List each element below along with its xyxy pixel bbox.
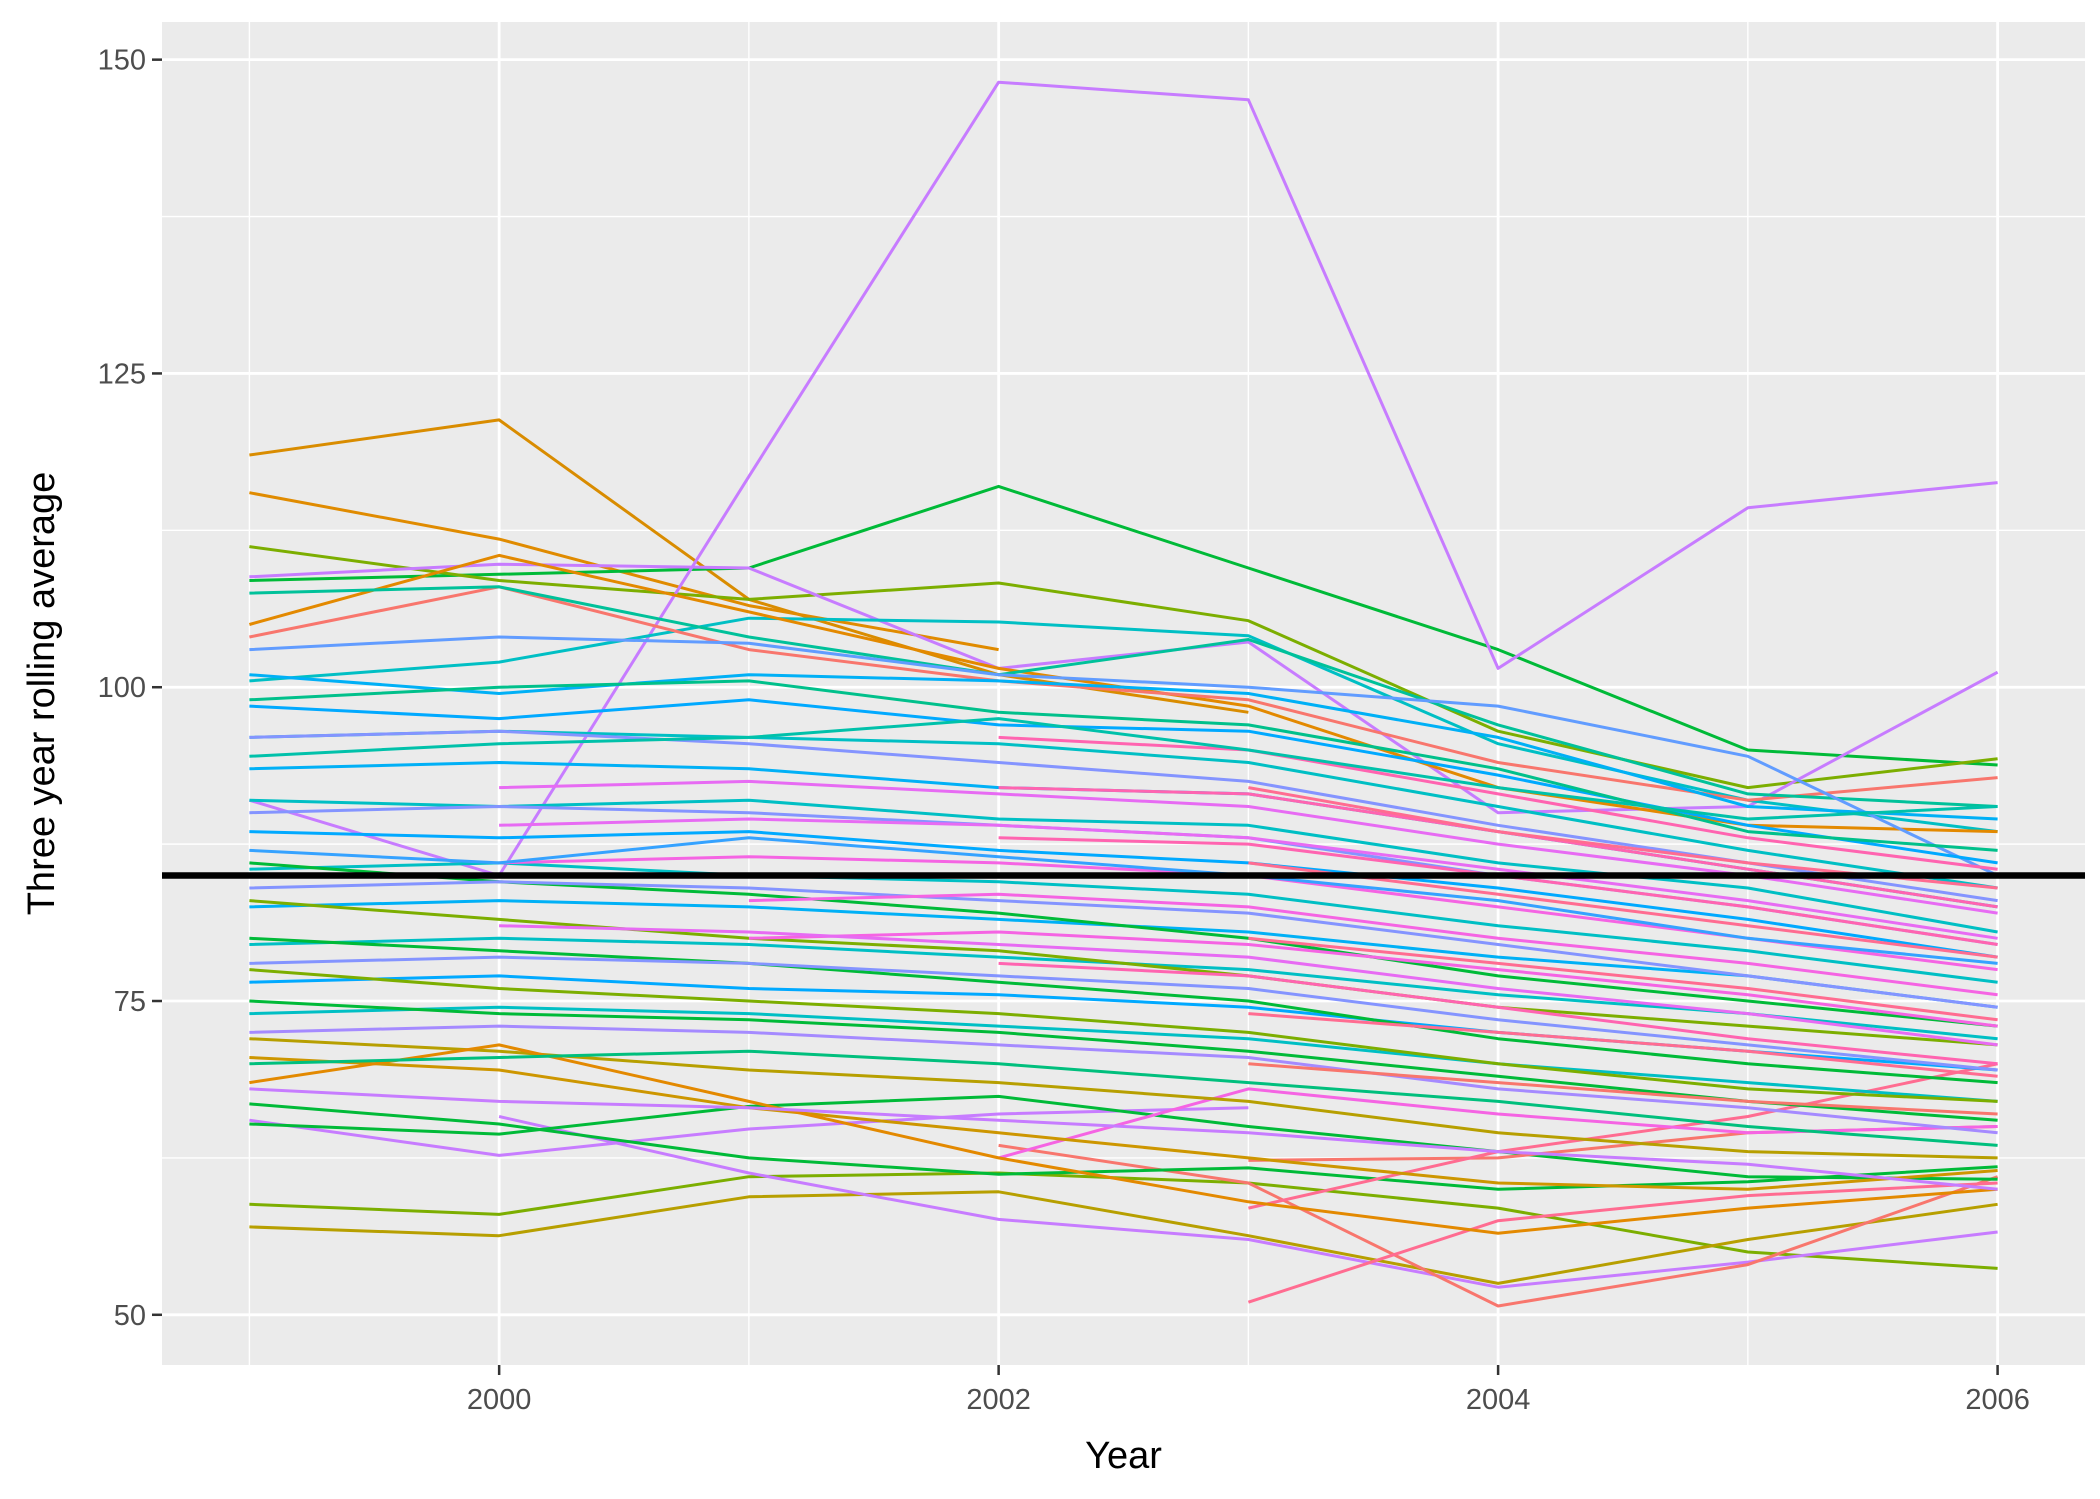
y-tick-label: 150 [98,45,146,77]
series-line-45 [249,880,1998,1009]
series-line-8 [249,1171,1998,1270]
series-line-3 [249,484,1998,767]
x-tick-label: 2004 [1466,1384,1531,1416]
series-line-15 [249,1102,1998,1191]
x-tick-label: 2002 [966,1384,1031,1416]
series-line-13 [249,1106,1249,1157]
series-line-50 [499,817,1998,940]
series-line-60 [1248,1012,1998,1078]
y-axis: 50 75 100 125 150 [98,45,162,1332]
series-line-24 [249,698,1998,865]
y-tick-label: 100 [98,672,146,704]
series-line-27 [249,798,1998,934]
series-line-66 [249,1049,1998,1147]
series-line-12 [1247,1181,1998,1304]
series-line-53 [748,930,1998,1028]
series-line-52 [748,892,1998,997]
x-axis: 2000 2002 2004 2006 [467,1365,2030,1416]
series-line-47 [249,1024,1998,1135]
series-line-41 [249,1056,1998,1191]
series-line-61 [1248,1062,1998,1116]
x-axis-title: Year [1085,1435,1162,1477]
x-tick-label: 2000 [467,1384,532,1416]
series-line-59 [1248,936,1998,1022]
series-line-9 [249,1190,1998,1285]
x-tick-label: 2006 [1965,1384,2030,1416]
series-line-7 [249,616,1998,834]
series-line-65 [249,836,1998,965]
series-line-64 [249,717,1998,821]
series-layer [248,80,1999,1308]
series-line-21 [249,585,1998,808]
series-line-4 [249,545,1998,790]
series-line-22 [249,635,1999,877]
series-line-36 [249,936,1998,1085]
series-line-17 [1248,1062,1998,1210]
y-tick-label: 125 [98,358,146,390]
y-axis-title: Three year rolling average [21,472,63,916]
series-line-39 [249,968,1998,1103]
series-line-28 [249,830,1998,959]
series-line-18 [998,1087,1998,1160]
series-line-46 [249,955,1998,1072]
y-tick-label: 75 [114,986,146,1018]
series-line-34 [249,679,1998,852]
series-line-54 [998,735,1998,871]
series-line-23 [249,673,1998,821]
y-tick-label: 50 [114,1300,146,1332]
series-line-33 [249,1005,1998,1103]
series-line-42 [249,1043,1998,1235]
series-line-10 [498,1115,1998,1289]
series-line-62 [998,961,1998,1066]
series-line-48 [249,1087,1998,1191]
series-line-63 [499,924,1998,1047]
series-line-38 [249,899,1998,1047]
series-line-29 [249,861,1998,984]
